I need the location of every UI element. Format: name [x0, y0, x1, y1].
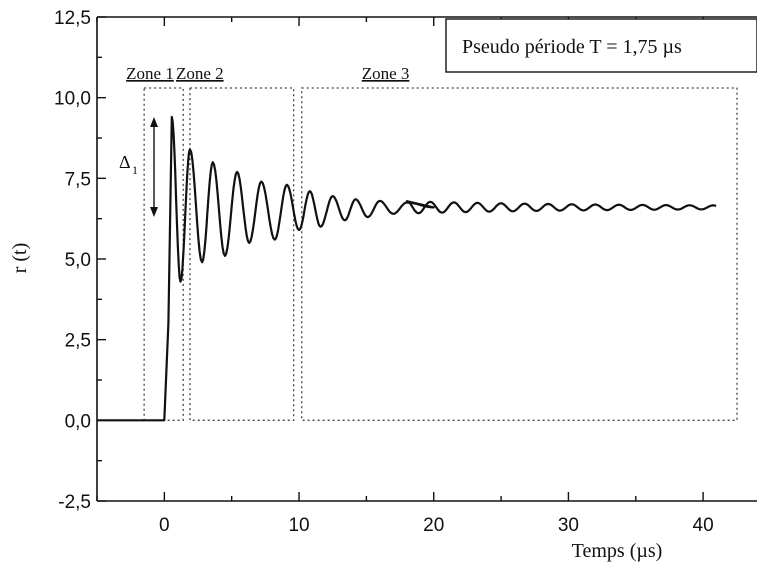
y-tick-label: 2,5: [65, 331, 91, 352]
x-tick-label: 0: [159, 515, 170, 536]
annotation-box: Pseudo période T = 1,75 µs: [445, 18, 757, 73]
y-ticks: -2,5 0,0 2,5 5,0 7,5 10,0 12,5: [54, 8, 106, 513]
x-tick-label: 30: [558, 515, 579, 536]
y-tick-label: 0,0: [65, 411, 91, 432]
zone-1-label: Zone 1: [126, 64, 174, 83]
x-tick-label: 20: [423, 515, 444, 536]
y-tick-label: 10,0: [54, 89, 91, 110]
annotation-text: Pseudo période T = 1,75 µs: [462, 36, 682, 58]
zone-3-box: [301, 87, 738, 421]
delta-arrow-group: Δ 1: [119, 117, 158, 218]
zone-2-label: Zone 2: [176, 64, 224, 83]
y-tick-label: 12,5: [54, 8, 91, 29]
delta-subscript: 1: [132, 163, 138, 177]
y-tick-label: 7,5: [65, 169, 91, 190]
y-tick-label: 5,0: [65, 250, 91, 271]
series-line: [97, 115, 717, 422]
y-axis-title: r (t): [9, 243, 31, 274]
zone-2-box: [189, 87, 295, 421]
zones-group: Zone 1 Zone 2 Zone 3: [126, 64, 738, 421]
annotation-frame: [445, 18, 757, 73]
delta-arrow-head-bottom: [150, 207, 158, 218]
zone-3-label: Zone 3: [362, 64, 410, 83]
delta-arrow-head-top: [150, 117, 158, 128]
x-tick-label: 40: [693, 515, 714, 536]
x-tick-label: 10: [288, 515, 309, 536]
x-ticks: 0 10 20 30 40: [96, 17, 714, 536]
y-tick-label: -2,5: [58, 492, 91, 513]
delta-label: Δ: [119, 152, 131, 172]
series-layer: [97, 115, 717, 422]
x-axis-title: Temps (µs): [572, 540, 663, 562]
